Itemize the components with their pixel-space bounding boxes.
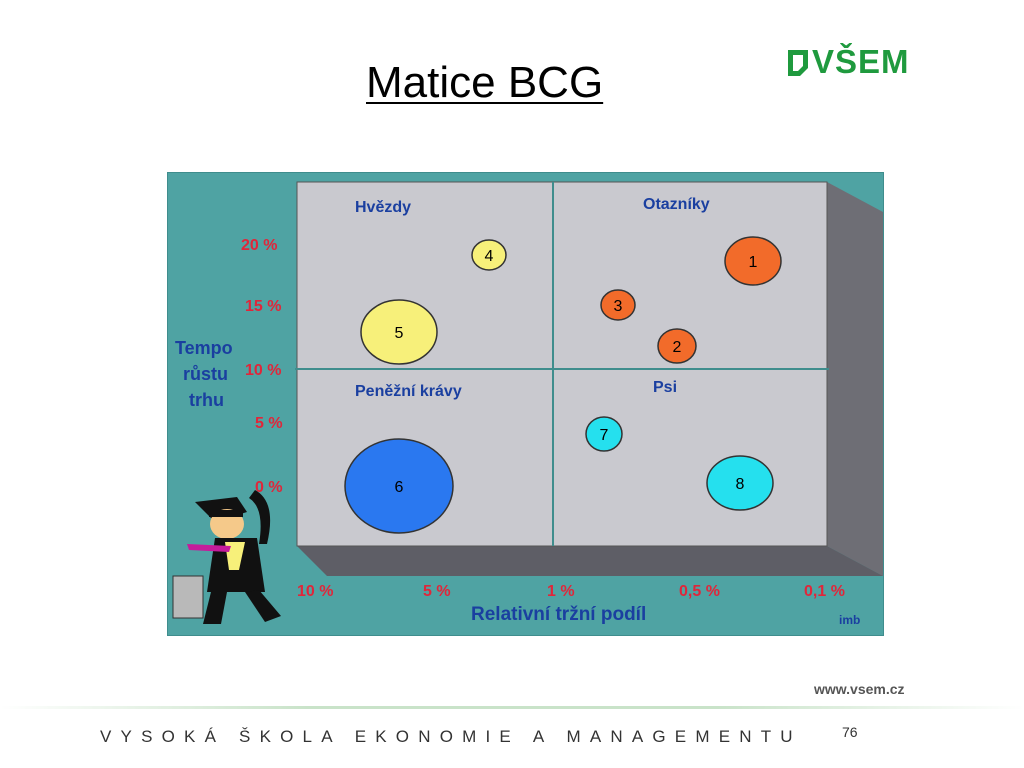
svg-text:2: 2 (673, 339, 682, 356)
svg-text:5: 5 (395, 325, 404, 342)
x-tick-10: 10 % (297, 583, 333, 600)
x-tick-1: 1 % (547, 583, 575, 600)
bubble-8: 8 (706, 455, 774, 511)
bubble-2: 2 (657, 328, 697, 364)
y-axis-label-line2: růstu (183, 364, 228, 384)
quadrant-cash-cows-label: Peněžní krávy (355, 383, 462, 400)
quadrant-dogs-label: Psi (653, 379, 677, 396)
bubble-3: 3 (600, 289, 636, 321)
svg-text:6: 6 (395, 479, 404, 496)
x-tick-0-1: 0,1 % (804, 583, 845, 600)
slide-title: Matice BCG (366, 58, 604, 107)
bcg-matrix-diagram: Hvězdy Otazníky Peněžní krávy Psi 20 % 1… (167, 172, 884, 636)
imb-watermark: imb (839, 613, 860, 627)
bubble-7: 7 (585, 416, 623, 452)
svg-text:8: 8 (736, 476, 745, 493)
website-url: www.vsem.cz (814, 681, 905, 697)
y-axis-label-line1: Tempo (175, 338, 233, 358)
footer-school-name: VYSOKÁ ŠKOLA EKONOMIE A MANAGEMENTU (100, 727, 802, 746)
logo-mark-icon (788, 50, 808, 76)
svg-text:3: 3 (614, 298, 623, 315)
y-tick-10: 10 % (245, 362, 281, 379)
bubble-5: 5 (360, 299, 438, 365)
y-tick-0: 0 % (255, 479, 283, 496)
bubble-4: 4 (471, 239, 507, 271)
svg-text:4: 4 (485, 248, 494, 265)
x-axis-label: Relativní tržní podíl (471, 604, 646, 625)
y-tick-20: 20 % (241, 237, 277, 254)
panel-bottom-side (297, 546, 883, 576)
x-tick-5: 5 % (423, 583, 451, 600)
footer-divider (0, 706, 1024, 709)
y-tick-15: 15 % (245, 298, 281, 315)
bubble-1: 1 (724, 236, 782, 286)
svg-text:1: 1 (749, 254, 758, 271)
quadrant-question-marks-label: Otazníky (643, 196, 710, 213)
x-tick-0-5: 0,5 % (679, 583, 720, 600)
quadrant-stars-label: Hvězdy (355, 199, 411, 216)
y-tick-5: 5 % (255, 415, 283, 432)
panel-right-side (827, 182, 883, 576)
logo-text: VŠEM (812, 43, 910, 80)
page-number: 76 (842, 724, 858, 740)
svg-text:7: 7 (600, 427, 609, 444)
vsem-logo: VŠEM (786, 42, 926, 86)
bubble-6: 6 (344, 438, 454, 534)
y-axis-label-line3: trhu (189, 390, 224, 410)
businessman-illustration (172, 490, 281, 624)
